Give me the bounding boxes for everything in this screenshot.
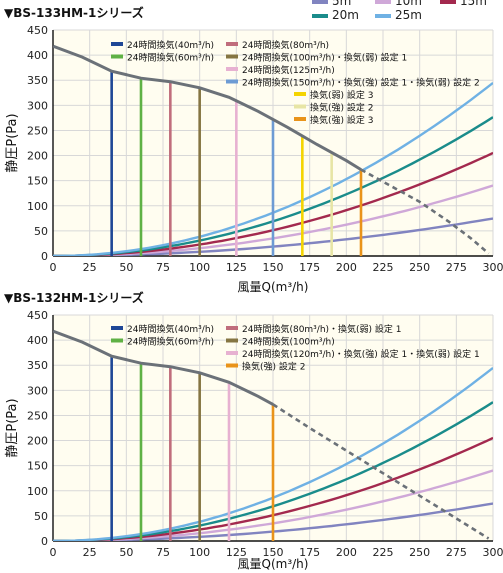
y-tick-label: 300 — [27, 99, 48, 112]
duct-legend-label: 20m — [332, 8, 359, 22]
y-tick-label: 250 — [27, 124, 48, 137]
y-tick-label: 150 — [27, 175, 48, 188]
duct-legend-label: 25m — [395, 8, 422, 22]
pq-curve-extrapolated — [272, 403, 490, 540]
legend-label: 24時間換気(150m³/h)・換気(強) 設定 1・換気(弱) 設定 2 — [242, 77, 480, 89]
x-tick-label: 275 — [446, 546, 467, 559]
x-tick-label: 75 — [156, 546, 170, 559]
pq-curve-extrapolated — [360, 168, 490, 255]
y-tick-label: 200 — [27, 435, 48, 448]
chart-title: ▼BS-132HM-1シリーズ — [4, 290, 144, 305]
x-tick-label: 175 — [299, 546, 320, 559]
legend-label: 換気(強) 設定 2 — [242, 361, 305, 373]
plot-layer — [53, 44, 493, 256]
x-tick-label: 0 — [50, 261, 57, 274]
x-tick-label: 275 — [446, 261, 467, 274]
y-tick-label: 0 — [41, 250, 48, 263]
y-tick-label: 400 — [27, 334, 48, 347]
y-tick-label: 250 — [27, 409, 48, 422]
duct-length-legend: 5m 10m 15m 20m 25m — [0, 0, 503, 24]
legend-label: 換気(弱) 設定 3 — [310, 89, 373, 101]
x-tick-label: 250 — [409, 261, 430, 274]
legend-label: 24時間換気(40m³/h) — [127, 323, 214, 335]
duct-legend-swatch — [440, 0, 456, 4]
pq-curve — [53, 44, 362, 171]
y-tick-label: 350 — [27, 359, 48, 372]
duct-legend-swatch — [312, 13, 328, 18]
duct-legend-entry: 25m — [375, 8, 422, 22]
duct-legend-entry: 5m — [312, 0, 351, 8]
y-tick-label: 400 — [27, 49, 48, 62]
x-tick-label: 150 — [263, 546, 284, 559]
y-tick-label: 450 — [27, 24, 48, 37]
x-tick-label: 125 — [226, 546, 247, 559]
x-tick-label: 0 — [50, 546, 57, 559]
pq-curve — [53, 329, 274, 406]
duct-legend-swatch — [375, 13, 391, 18]
x-tick-label: 300 — [483, 261, 503, 274]
legend-label: 換気(強) 設定 2 — [310, 102, 373, 114]
y-axis-label: 静圧P(Pa) — [5, 398, 20, 457]
duct-legend-entry: 15m — [440, 0, 487, 8]
x-tick-label: 75 — [156, 261, 170, 274]
x-tick-label: 25 — [83, 546, 97, 559]
chart-title: ▼BS-133HM-1シリーズ — [4, 5, 144, 20]
y-tick-label: 50 — [34, 225, 48, 238]
legend-label: 24時間換気(80m³/h) — [242, 39, 329, 51]
x-tick-label: 300 — [483, 546, 503, 559]
y-tick-label: 50 — [34, 510, 48, 523]
y-tick-label: 350 — [27, 74, 48, 87]
legend-label: 24時間換気(60m³/h) — [127, 336, 214, 348]
x-tick-label: 175 — [299, 261, 320, 274]
x-tick-label: 225 — [373, 261, 394, 274]
y-tick-label: 100 — [27, 485, 48, 498]
legend-label: 24時間換気(120m³/h)・換気(強) 設定 1・換気(弱) 設定 1 — [242, 348, 480, 360]
x-tick-label: 250 — [409, 546, 430, 559]
legend-label: 24時間換気(40m³/h) — [127, 39, 214, 51]
duct-legend-entry: 20m — [312, 8, 359, 22]
x-tick-label: 200 — [336, 261, 357, 274]
y-tick-label: 200 — [27, 150, 48, 163]
y-tick-label: 450 — [27, 309, 48, 322]
x-tick-label: 50 — [119, 546, 133, 559]
x-tick-label: 125 — [226, 261, 247, 274]
y-tick-label: 150 — [27, 460, 48, 473]
chart-panel: ▼BS-133HM-1シリーズ 0 25 50 75 100 125 150 175 200 225… — [4, 5, 503, 294]
x-tick-label: 225 — [373, 546, 394, 559]
x-tick-label: 150 — [263, 261, 284, 274]
x-tick-label: 100 — [189, 261, 210, 274]
legend-label: 24時間換気(100m³/h)・換気(弱) 設定 1 — [242, 52, 407, 64]
duct-legend-label: 15m — [460, 0, 487, 8]
x-tick-label: 25 — [83, 261, 97, 274]
y-tick-label: 300 — [27, 384, 48, 397]
duct-legend-swatch — [312, 0, 328, 4]
legend-label: 24時間換気(125m³/h) — [242, 64, 335, 76]
chart-panel: ▼BS-132HM-1シリーズ 0 25 50 75 100 125 150 175 200 225… — [4, 290, 503, 571]
duct-legend-label: 5m — [332, 0, 352, 8]
plot-layer — [53, 329, 493, 541]
y-axis-label: 静圧P(Pa) — [5, 113, 20, 172]
x-axis-label: 風量Q(m³/h) — [238, 557, 309, 571]
x-tick-label: 200 — [336, 546, 357, 559]
x-tick-label: 100 — [189, 546, 210, 559]
y-tick-label: 100 — [27, 200, 48, 213]
legend-label: 24時間換気(80m³/h)・換気(弱) 設定 1 — [242, 323, 402, 335]
y-tick-label: 0 — [41, 535, 48, 548]
x-axis-label: 風量Q(m³/h) — [238, 280, 309, 294]
duct-legend-entry: 10m — [375, 0, 422, 8]
duct-legend-label: 10m — [395, 0, 422, 8]
duct-legend-swatch — [375, 0, 391, 4]
legend-label: 24時間換気(100m³/h) — [242, 336, 335, 348]
legend-label: 換気(強) 設定 3 — [310, 114, 373, 126]
x-tick-label: 50 — [119, 261, 133, 274]
legend-label: 24時間換気(60m³/h) — [127, 52, 214, 64]
